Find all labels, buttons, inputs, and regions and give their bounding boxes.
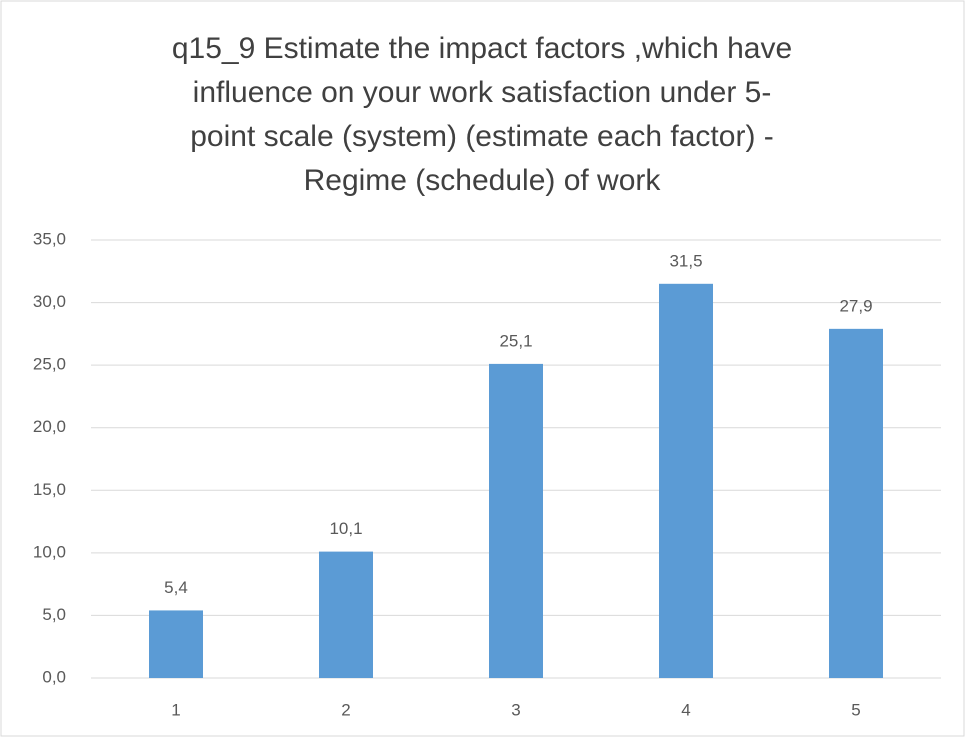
bar — [149, 610, 203, 678]
chart-title: point scale (system) (estimate each fact… — [190, 120, 774, 153]
bar — [489, 363, 543, 678]
y-tick-label: 35,0 — [33, 229, 66, 248]
y-tick-label: 30,0 — [33, 292, 66, 311]
data-label: 27,9 — [839, 296, 872, 315]
data-label: 25,1 — [499, 331, 532, 350]
x-tick-label: 5 — [851, 700, 860, 719]
bar — [829, 328, 883, 678]
x-tick-label: 3 — [511, 700, 520, 719]
x-tick-label: 2 — [341, 700, 350, 719]
data-label: 31,5 — [669, 251, 702, 270]
data-label: 10,1 — [329, 519, 362, 538]
chart-title: influence on your work satisfaction unde… — [193, 76, 772, 109]
chart-title: q15_9 Estimate the impact factors ,which… — [172, 32, 792, 65]
y-tick-label: 25,0 — [33, 355, 66, 374]
chart-title: Regime (schedule) of work — [304, 164, 662, 197]
x-tick-label: 4 — [681, 700, 690, 719]
data-label: 5,4 — [164, 578, 188, 597]
y-tick-label: 10,0 — [33, 542, 66, 561]
y-tick-label: 0,0 — [42, 667, 66, 686]
y-tick-label: 15,0 — [33, 480, 66, 499]
y-tick-label: 5,0 — [42, 605, 66, 624]
bar — [319, 551, 373, 678]
x-tick-label: 1 — [171, 700, 180, 719]
bar — [659, 283, 713, 678]
y-tick-label: 20,0 — [33, 417, 66, 436]
